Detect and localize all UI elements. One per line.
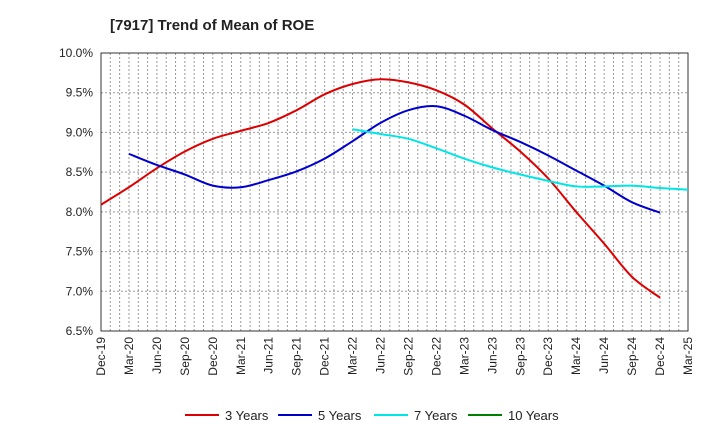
series-line-5-years xyxy=(128,105,661,214)
x-tick-label: Dec-23 xyxy=(541,337,555,376)
x-tick-label: Sep-22 xyxy=(401,337,415,376)
legend-label-10-years: 10 Years xyxy=(508,408,559,423)
x-tick-label: Mar-24 xyxy=(569,337,583,375)
x-tick-label: Mar-21 xyxy=(234,337,248,375)
series-lines xyxy=(100,78,689,299)
x-tick-label: Sep-21 xyxy=(290,337,304,376)
legend-label-7-years: 7 Years xyxy=(414,408,458,423)
plot-area xyxy=(100,52,689,332)
y-tick-label: 7.0% xyxy=(66,284,94,298)
grid-lines xyxy=(100,52,689,332)
y-tick-label: 10.0% xyxy=(59,46,93,60)
x-tick-label: Sep-24 xyxy=(625,337,639,376)
y-tick-label: 8.0% xyxy=(66,205,94,219)
x-axis-ticks: Dec-19 Mar-20 Jun-20 Sep-20 Dec-20 Mar-21 Jun-… xyxy=(94,337,695,376)
y-tick-label: 9.0% xyxy=(66,125,94,139)
x-tick-label: Dec-24 xyxy=(653,337,667,376)
x-tick-label: Dec-22 xyxy=(429,337,443,376)
x-tick-label: Dec-21 xyxy=(318,337,332,376)
chart-title: [7917] Trend of Mean of ROE xyxy=(110,17,314,34)
x-tick-label: Jun-23 xyxy=(485,337,499,374)
x-tick-label: Mar-25 xyxy=(681,337,695,375)
y-tick-label: 8.5% xyxy=(66,165,94,179)
x-tick-label: Sep-20 xyxy=(178,337,192,376)
y-tick-label: 7.5% xyxy=(66,245,94,259)
x-tick-label: Dec-19 xyxy=(94,337,108,376)
x-tick-label: Jun-24 xyxy=(597,337,611,374)
y-tick-label: 6.5% xyxy=(66,324,94,338)
x-tick-label: Mar-20 xyxy=(122,337,136,375)
legend-label-3-years: 3 Years xyxy=(225,408,269,423)
x-tick-label: Sep-23 xyxy=(513,337,527,376)
x-tick-label: Mar-23 xyxy=(457,337,471,375)
y-axis-ticks: 6.5% 7.0% 7.5% 8.0% 8.5% 9.0% 9.5% 10.0% xyxy=(59,46,93,338)
series-line-7-years xyxy=(352,128,689,191)
legend-label-5-years: 5 Years xyxy=(318,408,362,423)
x-tick-label: Jun-21 xyxy=(262,337,276,374)
y-tick-label: 9.5% xyxy=(66,86,94,100)
legend: 3 Years 5 Years 7 Years 10 Years xyxy=(185,408,559,423)
x-tick-label: Jun-22 xyxy=(374,337,388,374)
series-line-3-years xyxy=(100,78,661,299)
x-tick-label: Dec-20 xyxy=(206,337,220,376)
x-tick-label: Jun-20 xyxy=(150,337,164,374)
x-tick-label: Mar-22 xyxy=(346,337,360,375)
